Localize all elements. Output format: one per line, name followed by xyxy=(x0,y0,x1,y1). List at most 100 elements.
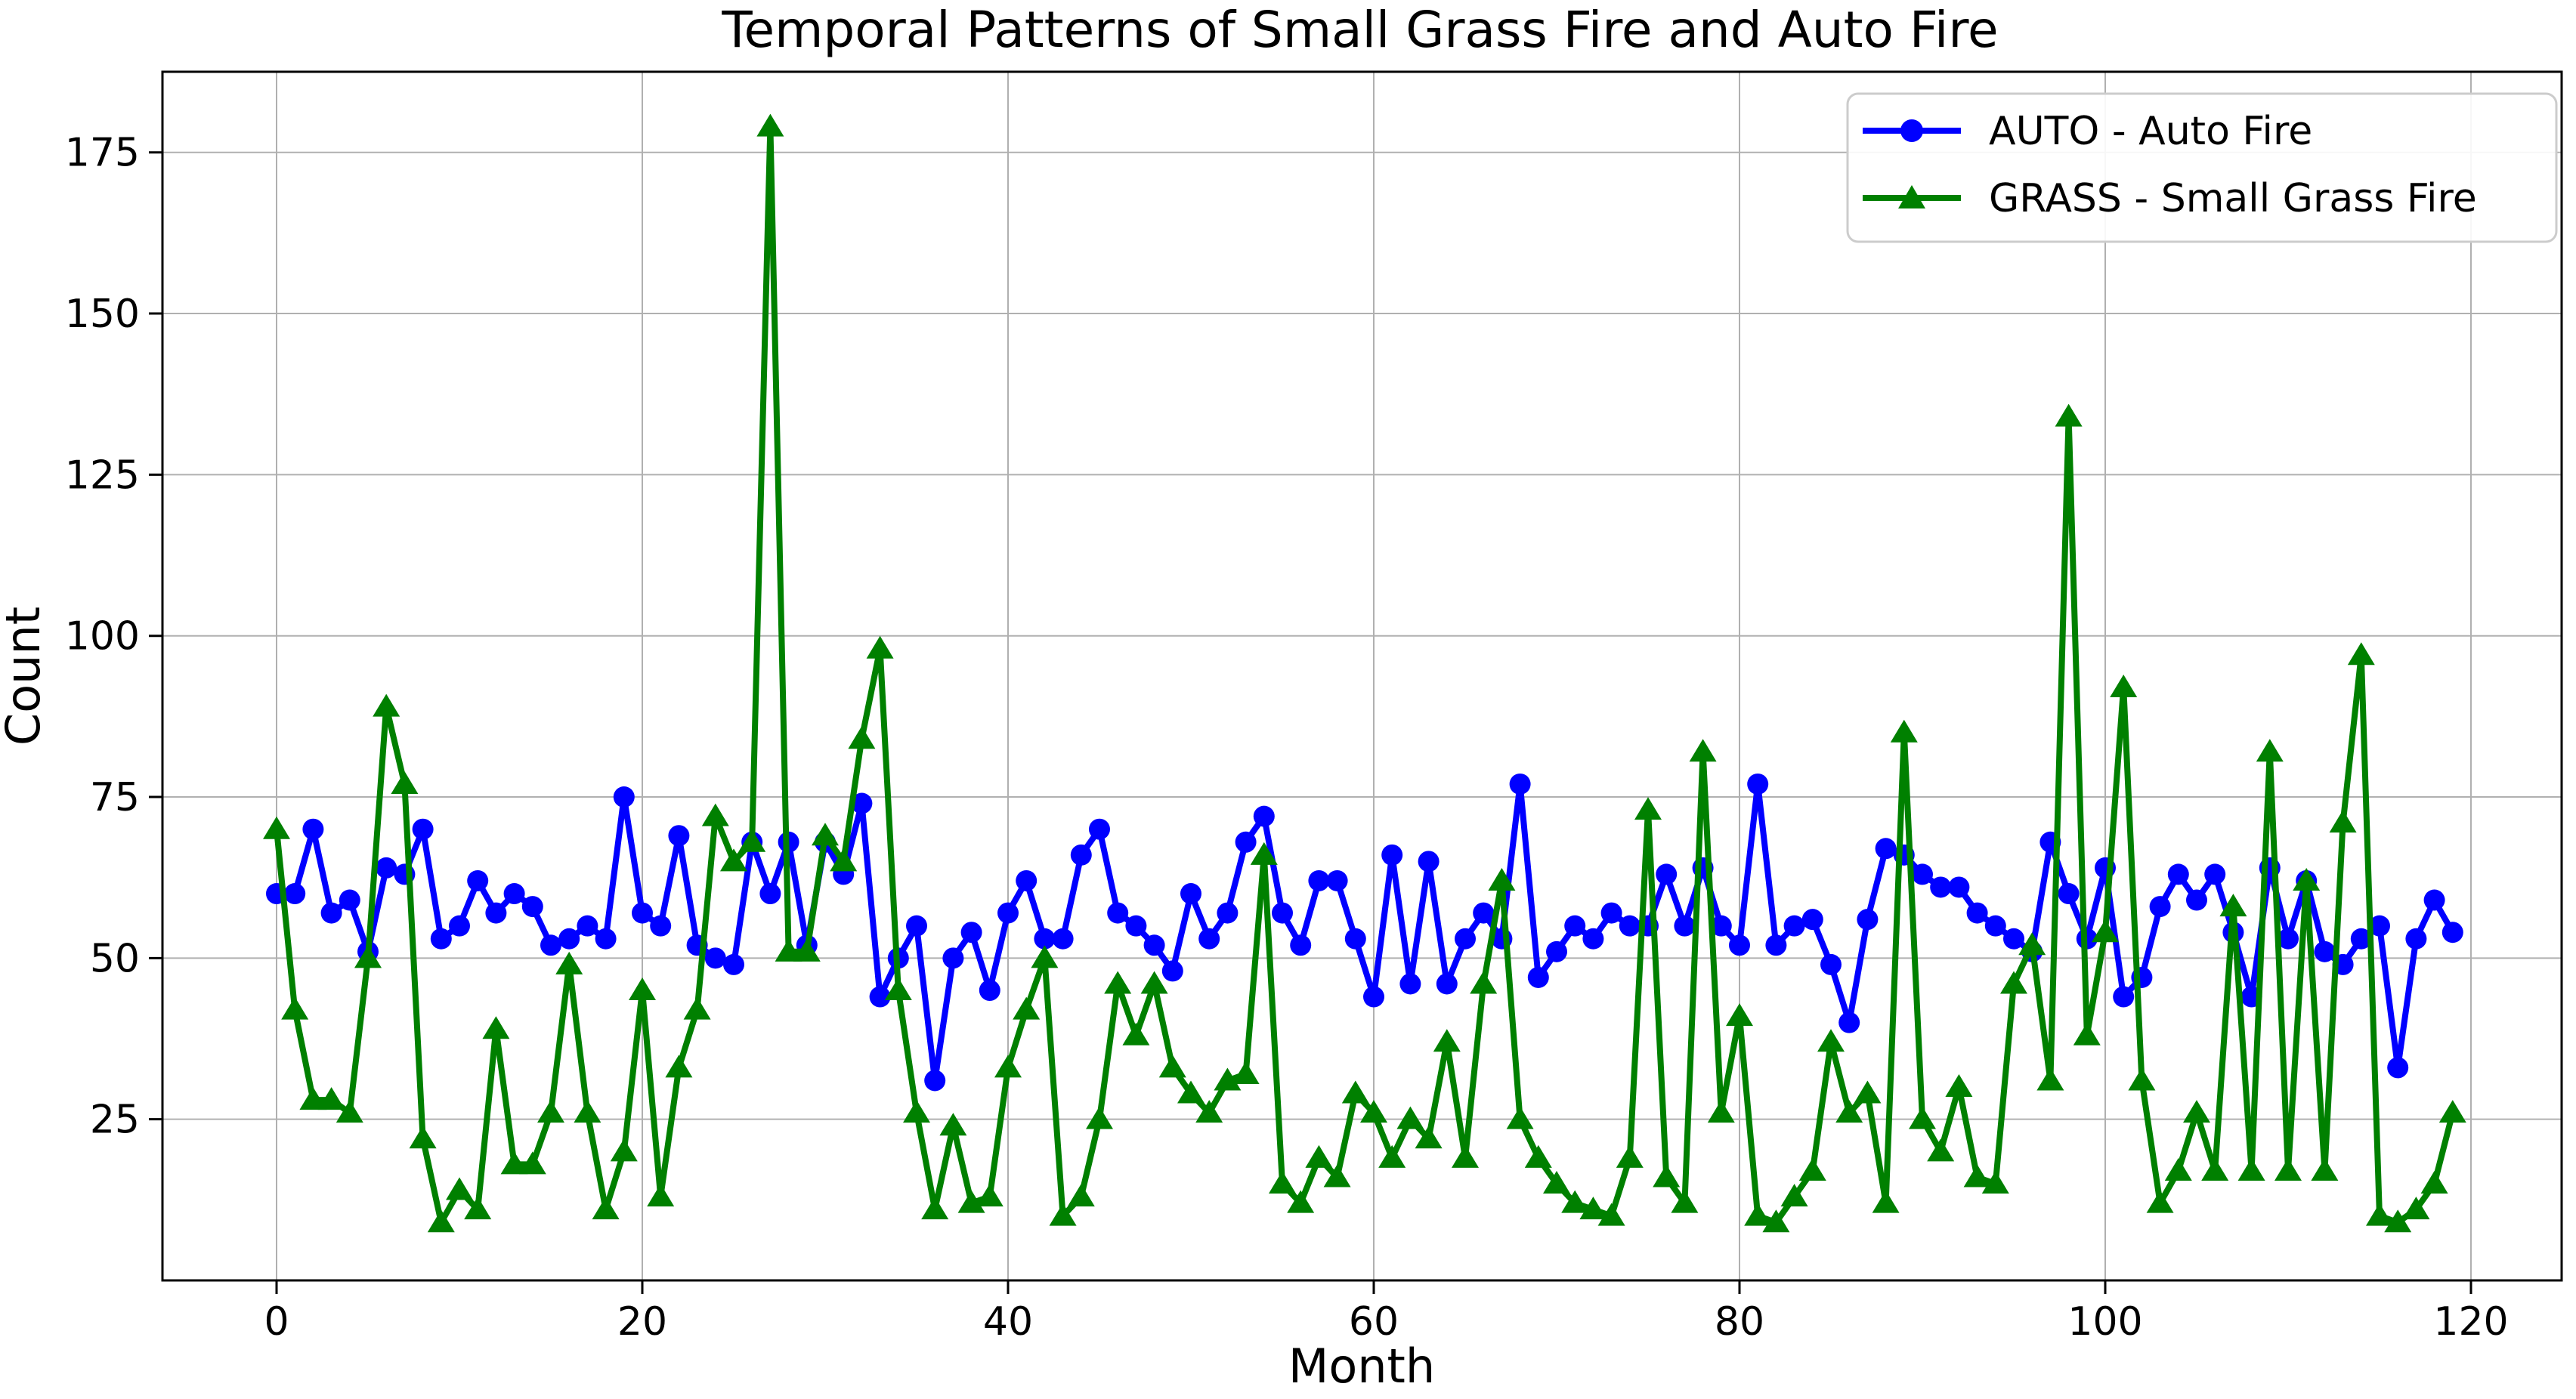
data-point-circle xyxy=(1455,928,1476,950)
data-point-triangle xyxy=(2219,894,2247,917)
data-point-circle xyxy=(1656,863,1678,885)
data-point-circle xyxy=(1016,869,1038,891)
data-point-circle xyxy=(2058,883,2080,905)
data-point-circle xyxy=(2003,928,2024,950)
data-point-circle xyxy=(2405,928,2427,950)
data-point-circle xyxy=(1436,973,1458,995)
x-tick-label: 120 xyxy=(2433,1299,2508,1345)
data-point-triangle xyxy=(1909,1106,1936,1129)
data-point-triangle xyxy=(1140,971,1168,994)
data-point-circle xyxy=(1783,915,1805,937)
data-point-triangle xyxy=(2402,1197,2430,1220)
data-point-circle xyxy=(412,818,434,840)
data-point-triangle xyxy=(2018,932,2046,956)
grass-triangle-marker-icon xyxy=(1898,185,1925,208)
data-point-triangle xyxy=(1396,1106,1424,1129)
data-point-triangle xyxy=(263,816,290,839)
x-tick-label: 40 xyxy=(983,1299,1033,1345)
x-axis-label: Month xyxy=(1288,1339,1435,1394)
data-point-triangle xyxy=(2256,739,2284,762)
axis-ticks: 0 20 40 60 80 100 120 25 50 75 100 125 150 175 xyxy=(65,131,2509,1345)
data-point-triangle xyxy=(1872,1190,1900,1213)
data-point-triangle xyxy=(500,1151,528,1175)
data-point-circle xyxy=(1308,869,1330,891)
y-tick-label: 150 xyxy=(65,292,140,337)
data-point-circle xyxy=(467,869,489,891)
data-point-circle xyxy=(1089,818,1110,840)
data-point-circle xyxy=(906,915,927,937)
y-tick-label: 175 xyxy=(65,131,140,176)
data-point-circle xyxy=(1235,831,1257,853)
data-point-triangle xyxy=(299,1087,327,1110)
data-point-circle xyxy=(1326,869,1348,891)
data-point-circle xyxy=(979,980,1000,1002)
legend: AUTO - Auto Fire GRASS - Small Grass Fir… xyxy=(1846,92,2558,243)
data-point-circle xyxy=(1107,902,1129,924)
data-point-triangle xyxy=(775,938,802,962)
data-point-circle xyxy=(1729,934,1750,956)
data-point-circle xyxy=(997,902,1019,924)
data-point-triangle xyxy=(1232,1061,1260,1084)
data-point-triangle xyxy=(2092,919,2119,943)
data-point-triangle xyxy=(1707,1100,1735,1123)
data-point-circle xyxy=(577,915,598,937)
plot-border xyxy=(161,70,2563,1282)
data-point-triangle xyxy=(756,113,784,137)
data-point-circle xyxy=(1344,928,1366,950)
data-point-triangle xyxy=(793,938,821,962)
data-point-triangle xyxy=(1798,1157,1826,1181)
y-tick-label: 75 xyxy=(90,775,140,820)
data-point-circle xyxy=(1161,960,1183,982)
data-point-triangle xyxy=(1561,1190,1589,1213)
data-point-triangle xyxy=(2237,1157,2265,1181)
data-point-circle xyxy=(1381,844,1403,866)
data-point-circle xyxy=(1564,915,1586,937)
data-point-circle xyxy=(1399,973,1421,995)
data-point-circle xyxy=(1984,915,2006,937)
legend-item-grass: GRASS - Small Grass Fire xyxy=(1863,176,2477,221)
data-point-triangle xyxy=(2164,1157,2192,1181)
data-point-triangle xyxy=(1214,1067,1242,1091)
data-point-triangle xyxy=(647,1184,675,1207)
data-point-triangle xyxy=(336,1100,363,1123)
data-point-triangle xyxy=(1360,1100,1387,1123)
data-point-triangle xyxy=(1981,1171,2009,1194)
data-point-triangle xyxy=(1817,1029,1845,1052)
data-point-triangle xyxy=(391,771,419,794)
data-point-triangle xyxy=(848,726,876,749)
data-point-triangle xyxy=(1616,1144,1644,1168)
data-point-triangle xyxy=(1269,1171,1296,1194)
data-point-triangle xyxy=(537,1100,564,1123)
data-point-triangle xyxy=(994,1055,1022,1078)
data-point-triangle xyxy=(1927,1138,1955,1162)
y-axis-label: Count xyxy=(0,607,51,746)
data-point-circle xyxy=(723,953,744,975)
data-point-triangle xyxy=(409,1126,437,1149)
data-point-circle xyxy=(595,928,617,950)
data-point-triangle xyxy=(1452,1144,1479,1168)
data-point-circle xyxy=(1034,928,1056,950)
data-point-triangle xyxy=(976,1184,1003,1207)
data-point-triangle xyxy=(1744,1203,1772,1226)
data-point-circle xyxy=(942,947,964,969)
data-point-triangle xyxy=(555,951,583,974)
data-point-circle xyxy=(1363,986,1384,1008)
data-point-triangle xyxy=(1250,842,1278,865)
data-point-triangle xyxy=(720,848,747,872)
data-point-triangle xyxy=(2384,1209,2412,1233)
data-point-triangle xyxy=(2036,1067,2064,1091)
data-point-triangle xyxy=(1195,1100,1223,1123)
legend-item-auto: AUTO - Auto Fire xyxy=(1863,109,2312,154)
data-point-circle xyxy=(1070,844,1092,866)
y-tick-label: 100 xyxy=(65,614,140,659)
data-point-triangle xyxy=(592,1197,620,1220)
data-point-triangle xyxy=(2000,971,2027,994)
data-point-triangle xyxy=(2311,1157,2339,1181)
data-point-triangle xyxy=(317,1087,345,1110)
data-point-triangle xyxy=(373,693,400,717)
data-point-circle xyxy=(1052,928,1074,950)
data-point-circle xyxy=(668,825,690,847)
data-point-triangle xyxy=(281,996,309,1020)
data-point-circle xyxy=(2423,889,2445,911)
